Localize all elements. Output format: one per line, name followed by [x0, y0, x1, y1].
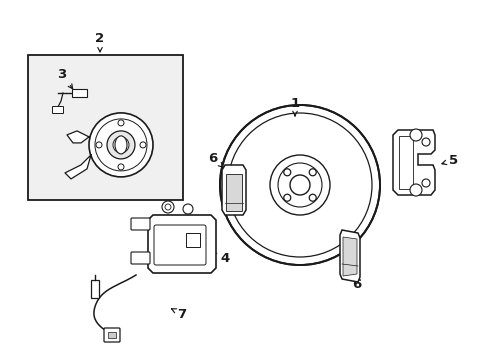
- Circle shape: [89, 113, 153, 177]
- FancyBboxPatch shape: [131, 218, 150, 230]
- Circle shape: [96, 142, 102, 148]
- Circle shape: [183, 204, 193, 214]
- Circle shape: [113, 137, 129, 153]
- Bar: [91, 280, 99, 298]
- Bar: [72, 89, 87, 97]
- Text: 4: 4: [211, 252, 229, 265]
- Polygon shape: [67, 131, 89, 143]
- Circle shape: [283, 194, 290, 201]
- Ellipse shape: [115, 136, 127, 154]
- Bar: [108, 332, 116, 338]
- Text: 7: 7: [171, 307, 186, 320]
- Circle shape: [107, 131, 135, 159]
- Circle shape: [283, 169, 290, 176]
- Polygon shape: [222, 165, 245, 215]
- FancyBboxPatch shape: [154, 225, 205, 265]
- Circle shape: [140, 142, 146, 148]
- Circle shape: [409, 184, 421, 196]
- Circle shape: [308, 194, 316, 201]
- Bar: [28, 55, 183, 200]
- Polygon shape: [398, 136, 412, 189]
- Circle shape: [421, 179, 429, 187]
- Circle shape: [220, 105, 379, 265]
- Text: 6: 6: [351, 273, 361, 292]
- Circle shape: [164, 204, 171, 210]
- Circle shape: [308, 169, 316, 176]
- Circle shape: [409, 129, 421, 141]
- FancyBboxPatch shape: [52, 107, 63, 113]
- Circle shape: [118, 164, 124, 170]
- Text: 5: 5: [441, 153, 458, 166]
- Text: 2: 2: [95, 32, 104, 52]
- Text: 1: 1: [290, 96, 299, 116]
- Polygon shape: [65, 155, 91, 179]
- Polygon shape: [392, 130, 434, 195]
- Circle shape: [162, 201, 174, 213]
- Circle shape: [289, 175, 309, 195]
- Circle shape: [118, 120, 124, 126]
- Text: 3: 3: [57, 68, 72, 89]
- Polygon shape: [225, 174, 242, 211]
- Bar: [185, 233, 200, 247]
- FancyBboxPatch shape: [131, 252, 150, 264]
- Text: 6: 6: [208, 152, 223, 167]
- FancyBboxPatch shape: [104, 328, 120, 342]
- Polygon shape: [148, 215, 216, 273]
- Polygon shape: [342, 237, 356, 276]
- Circle shape: [421, 138, 429, 146]
- Polygon shape: [339, 230, 359, 282]
